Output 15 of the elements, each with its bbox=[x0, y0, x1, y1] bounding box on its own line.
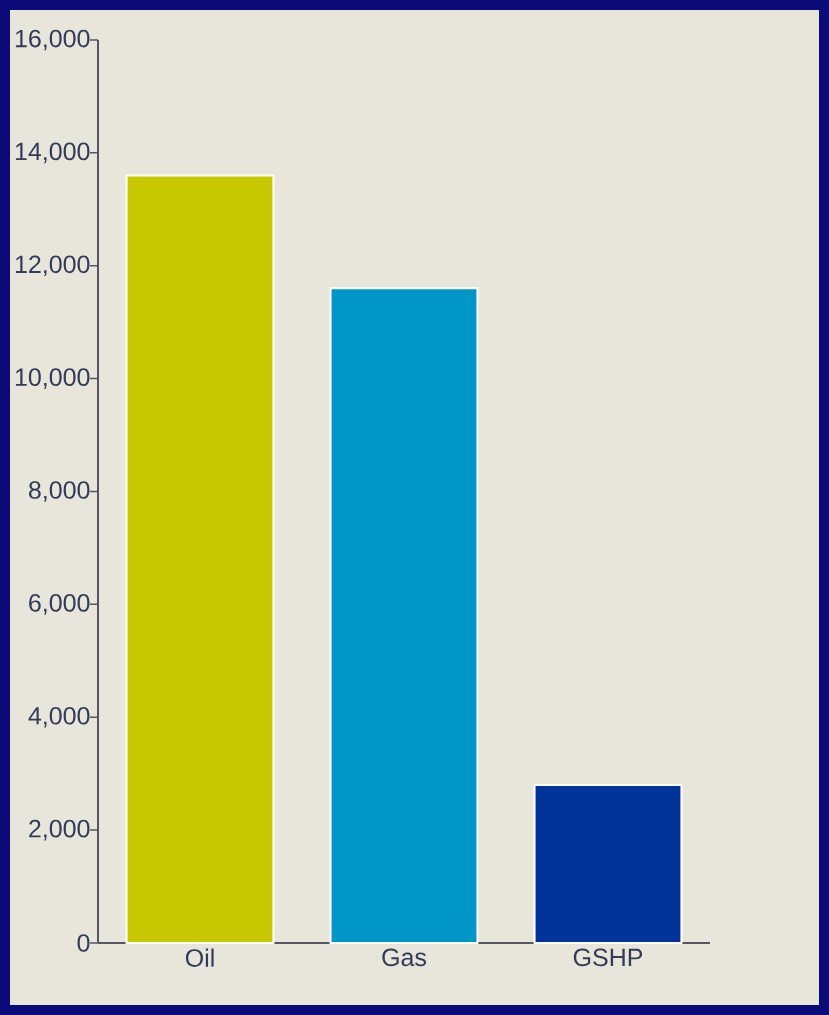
y-tick-label: 6,000 bbox=[29, 594, 90, 615]
bar bbox=[329, 287, 479, 944]
x-tick-label: GSHP bbox=[573, 948, 643, 967]
x-tick-label: Oil bbox=[185, 948, 214, 967]
y-tick-label: 0 bbox=[77, 934, 90, 952]
y-tick-label: 16,000 bbox=[15, 29, 90, 51]
y-tick-label: 14,000 bbox=[15, 142, 90, 164]
bar bbox=[533, 783, 683, 944]
y-tick-label: 4,000 bbox=[28, 706, 90, 728]
x-tick-label: Gas bbox=[382, 948, 427, 967]
y-tick-label: 10,000 bbox=[15, 368, 90, 389]
y-tick-label: 12,000 bbox=[15, 255, 90, 277]
y-tick-label: 2,000 bbox=[29, 819, 90, 841]
y-tick-label: 8,000 bbox=[28, 481, 90, 502]
bar bbox=[125, 174, 275, 944]
